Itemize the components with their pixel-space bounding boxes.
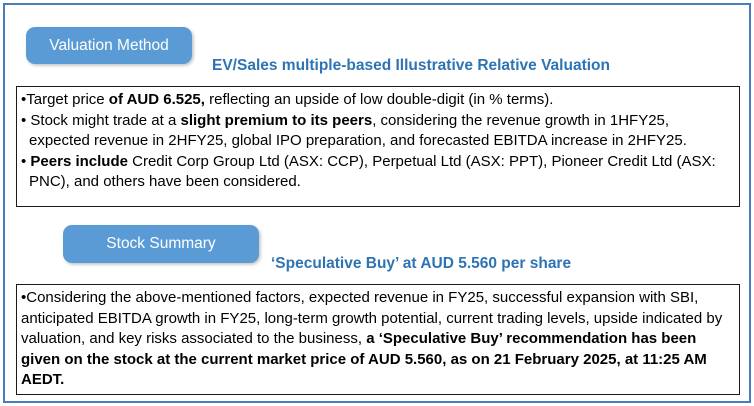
valuation-bullet-premium: • Stock might trade at a slight premium … <box>21 111 687 150</box>
valuation-bullet-peers: • Peers include Credit Corp Group Ltd (A… <box>21 152 716 191</box>
valuation-heading: EV/Sales multiple-based Illustrative Rel… <box>212 57 610 74</box>
stock-summary-bullet-recommendation: •Considering the above-mentioned factors… <box>21 289 723 388</box>
stock-summary-badge: Stock Summary <box>63 225 259 263</box>
valuation-bullet-list: •Target price of AUD 6.525, reflecting a… <box>21 90 734 193</box>
valuation-method-badge: Valuation Method <box>26 27 192 64</box>
stock-summary-bullet-list: •Considering the above-mentioned factors… <box>21 288 734 391</box>
valuation-bullet-target-price: •Target price of AUD 6.525, reflecting a… <box>21 91 554 108</box>
stock-summary-badge-label: Stock Summary <box>106 235 216 252</box>
report-snippet-frame: Valuation Method EV/Sales multiple-based… <box>3 3 751 403</box>
stock-summary-content-box: •Considering the above-mentioned factors… <box>16 284 740 395</box>
valuation-method-badge-label: Valuation Method <box>49 36 169 54</box>
stock-summary-heading: ‘Speculative Buy’ at AUD 5.560 per share <box>271 255 572 272</box>
valuation-content-box: •Target price of AUD 6.525, reflecting a… <box>16 86 740 207</box>
